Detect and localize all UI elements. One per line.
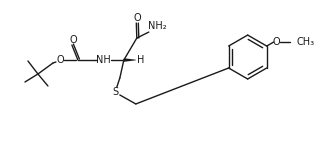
Text: S: S — [113, 87, 119, 97]
Text: H: H — [137, 55, 145, 65]
Text: O: O — [273, 37, 280, 47]
Text: CH₃: CH₃ — [297, 37, 315, 47]
Text: O: O — [56, 55, 64, 65]
Text: O: O — [69, 35, 77, 45]
Text: O: O — [133, 13, 141, 23]
Text: NH₂: NH₂ — [148, 21, 167, 31]
Polygon shape — [124, 58, 136, 62]
Text: NH: NH — [96, 55, 111, 65]
